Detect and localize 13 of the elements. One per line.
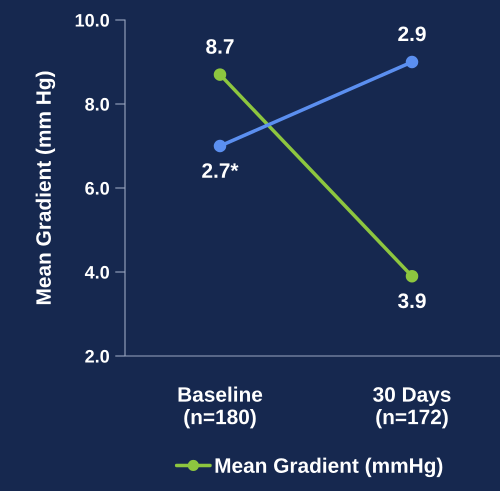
- y-axis-title: Mean Gradient (mm Hg): [36, 72, 56, 304]
- y-tick-label: 8.0: [85, 98, 109, 111]
- data-label: 3.9: [398, 293, 426, 308]
- x-tick-label: 30 Days (n=172): [373, 387, 451, 428]
- y-tick-label: 10.0: [76, 14, 109, 27]
- legend-label: Mean Gradient (mmHg): [216, 458, 442, 478]
- data-label: 2.9: [398, 26, 426, 42]
- x-tick-label: Baseline (n=180): [178, 386, 262, 428]
- y-tick-label: 6.0: [85, 182, 109, 195]
- y-tick-label: 4.0: [84, 266, 109, 279]
- y-tick-label: 2.0: [85, 350, 109, 363]
- data-label: 2.7*: [202, 163, 239, 178]
- data-label: 8.7: [206, 39, 234, 54]
